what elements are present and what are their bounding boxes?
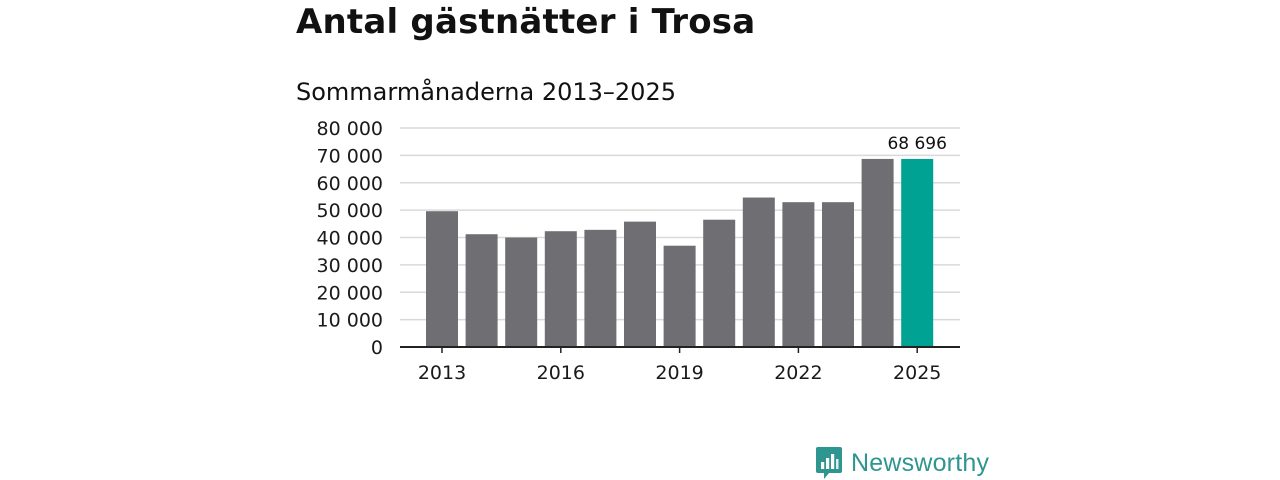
bar <box>426 211 458 347</box>
bar <box>901 158 934 347</box>
bar <box>465 234 498 347</box>
bar <box>505 237 538 347</box>
y-tick-label: 40 000 <box>317 228 383 250</box>
x-tick-label: 2019 <box>655 362 703 384</box>
bar-chart: 0 10 000 20 000 30 000 40 000 50 000 60 000 70 … <box>317 118 960 384</box>
bar <box>624 221 656 347</box>
y-tick-label: 70 000 <box>317 145 383 167</box>
bar <box>782 202 815 347</box>
bar <box>584 229 617 347</box>
x-tick-label: 2016 <box>537 362 585 384</box>
chart-title: Antal gästnätter i Trosa <box>296 2 756 42</box>
y-tick-label: 30 000 <box>317 255 383 277</box>
newsworthy-logo-icon <box>816 447 842 479</box>
y-tick-label: 20 000 <box>317 282 383 304</box>
bar <box>822 202 854 347</box>
bar <box>663 245 696 347</box>
x-tick-label: 2025 <box>893 362 941 384</box>
x-tick-label: 2022 <box>774 362 822 384</box>
bar <box>544 231 577 347</box>
data-label: 68 696 <box>887 134 946 154</box>
bar <box>742 197 775 347</box>
brand-logo: Newsworthy <box>815 446 989 480</box>
y-tick-label: 80 000 <box>317 118 383 140</box>
x-tick-label: 2013 <box>418 362 466 384</box>
y-tick-label: 50 000 <box>317 200 383 222</box>
y-tick-label: 10 000 <box>317 310 383 332</box>
y-tick-label: 0 <box>371 337 383 359</box>
brand-name: Newsworthy <box>851 448 990 477</box>
bar <box>703 219 736 347</box>
bar <box>861 158 894 347</box>
chart-subtitle: Sommarmånaderna 2013–2025 <box>296 78 676 106</box>
y-tick-label: 60 000 <box>317 173 383 195</box>
